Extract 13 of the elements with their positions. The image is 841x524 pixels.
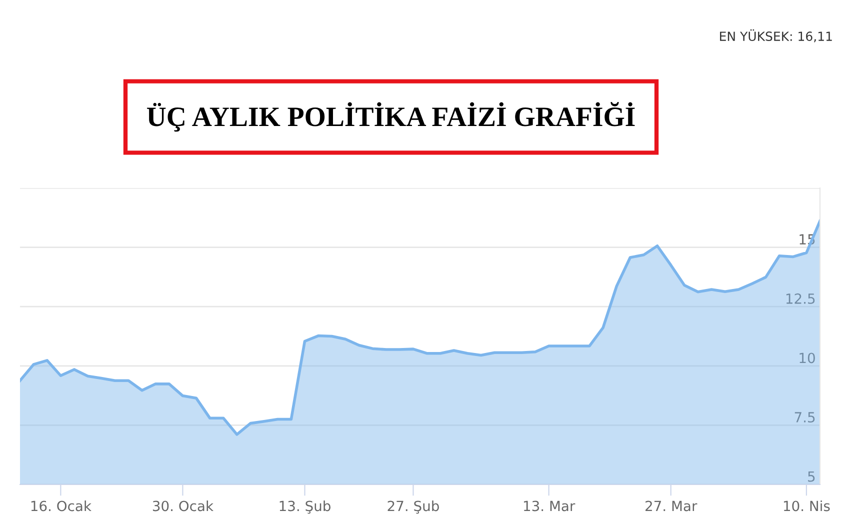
x-tick-label: 13. Mar: [524, 500, 576, 512]
x-tick-label: 16. Ocak: [31, 500, 92, 512]
x-tick-label: 27. Mar: [646, 500, 698, 512]
y-tick-label: 7.5: [794, 412, 815, 423]
x-tick-label: 13. Şub: [280, 500, 330, 514]
y-tick-label: 12.5: [786, 293, 815, 304]
x-tick-label: 27. Şub: [388, 500, 439, 514]
y-tick-label: 10: [800, 352, 815, 364]
x-tick-label: 30. Ocak: [152, 500, 214, 512]
text: EN YÜKSEK: 16,11: [720, 29, 832, 42]
x-tick-label: 10. Nis: [784, 500, 830, 512]
y-tick-label: 5: [808, 471, 815, 482]
chart-title: ÜÇ AYLIK POLİTİKA FAİZİ GRAFİĞİ: [147, 102, 635, 132]
